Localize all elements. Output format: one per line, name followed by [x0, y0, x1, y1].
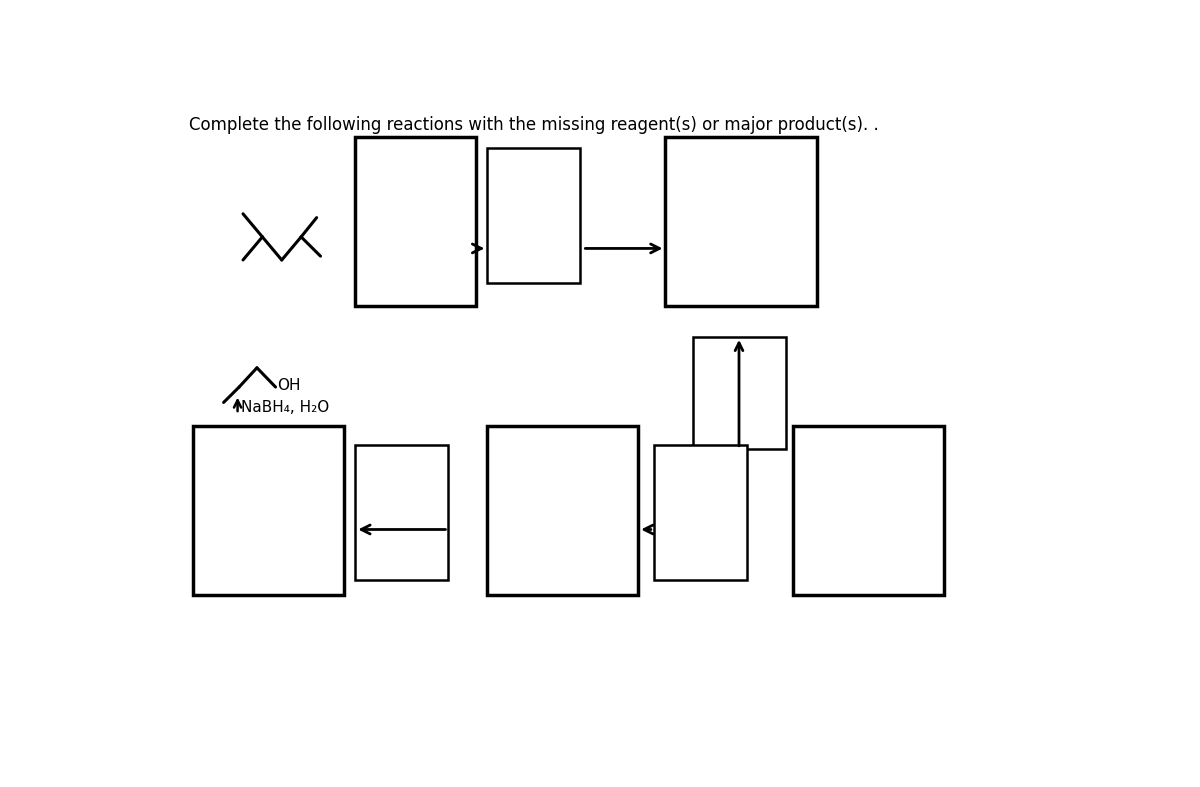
Bar	[193, 426, 343, 595]
Bar	[793, 426, 944, 595]
Bar	[355, 445, 449, 579]
Bar	[355, 137, 475, 306]
Text: NaBH₄, H₂O: NaBH₄, H₂O	[241, 401, 330, 416]
Bar	[665, 137, 816, 306]
Text: Complete the following reactions with the missing reagent(s) or major product(s): Complete the following reactions with th…	[188, 116, 878, 134]
Bar	[487, 426, 638, 595]
Text: OH: OH	[277, 378, 301, 393]
Bar	[654, 445, 746, 579]
Bar	[692, 337, 786, 449]
Bar	[487, 148, 580, 283]
